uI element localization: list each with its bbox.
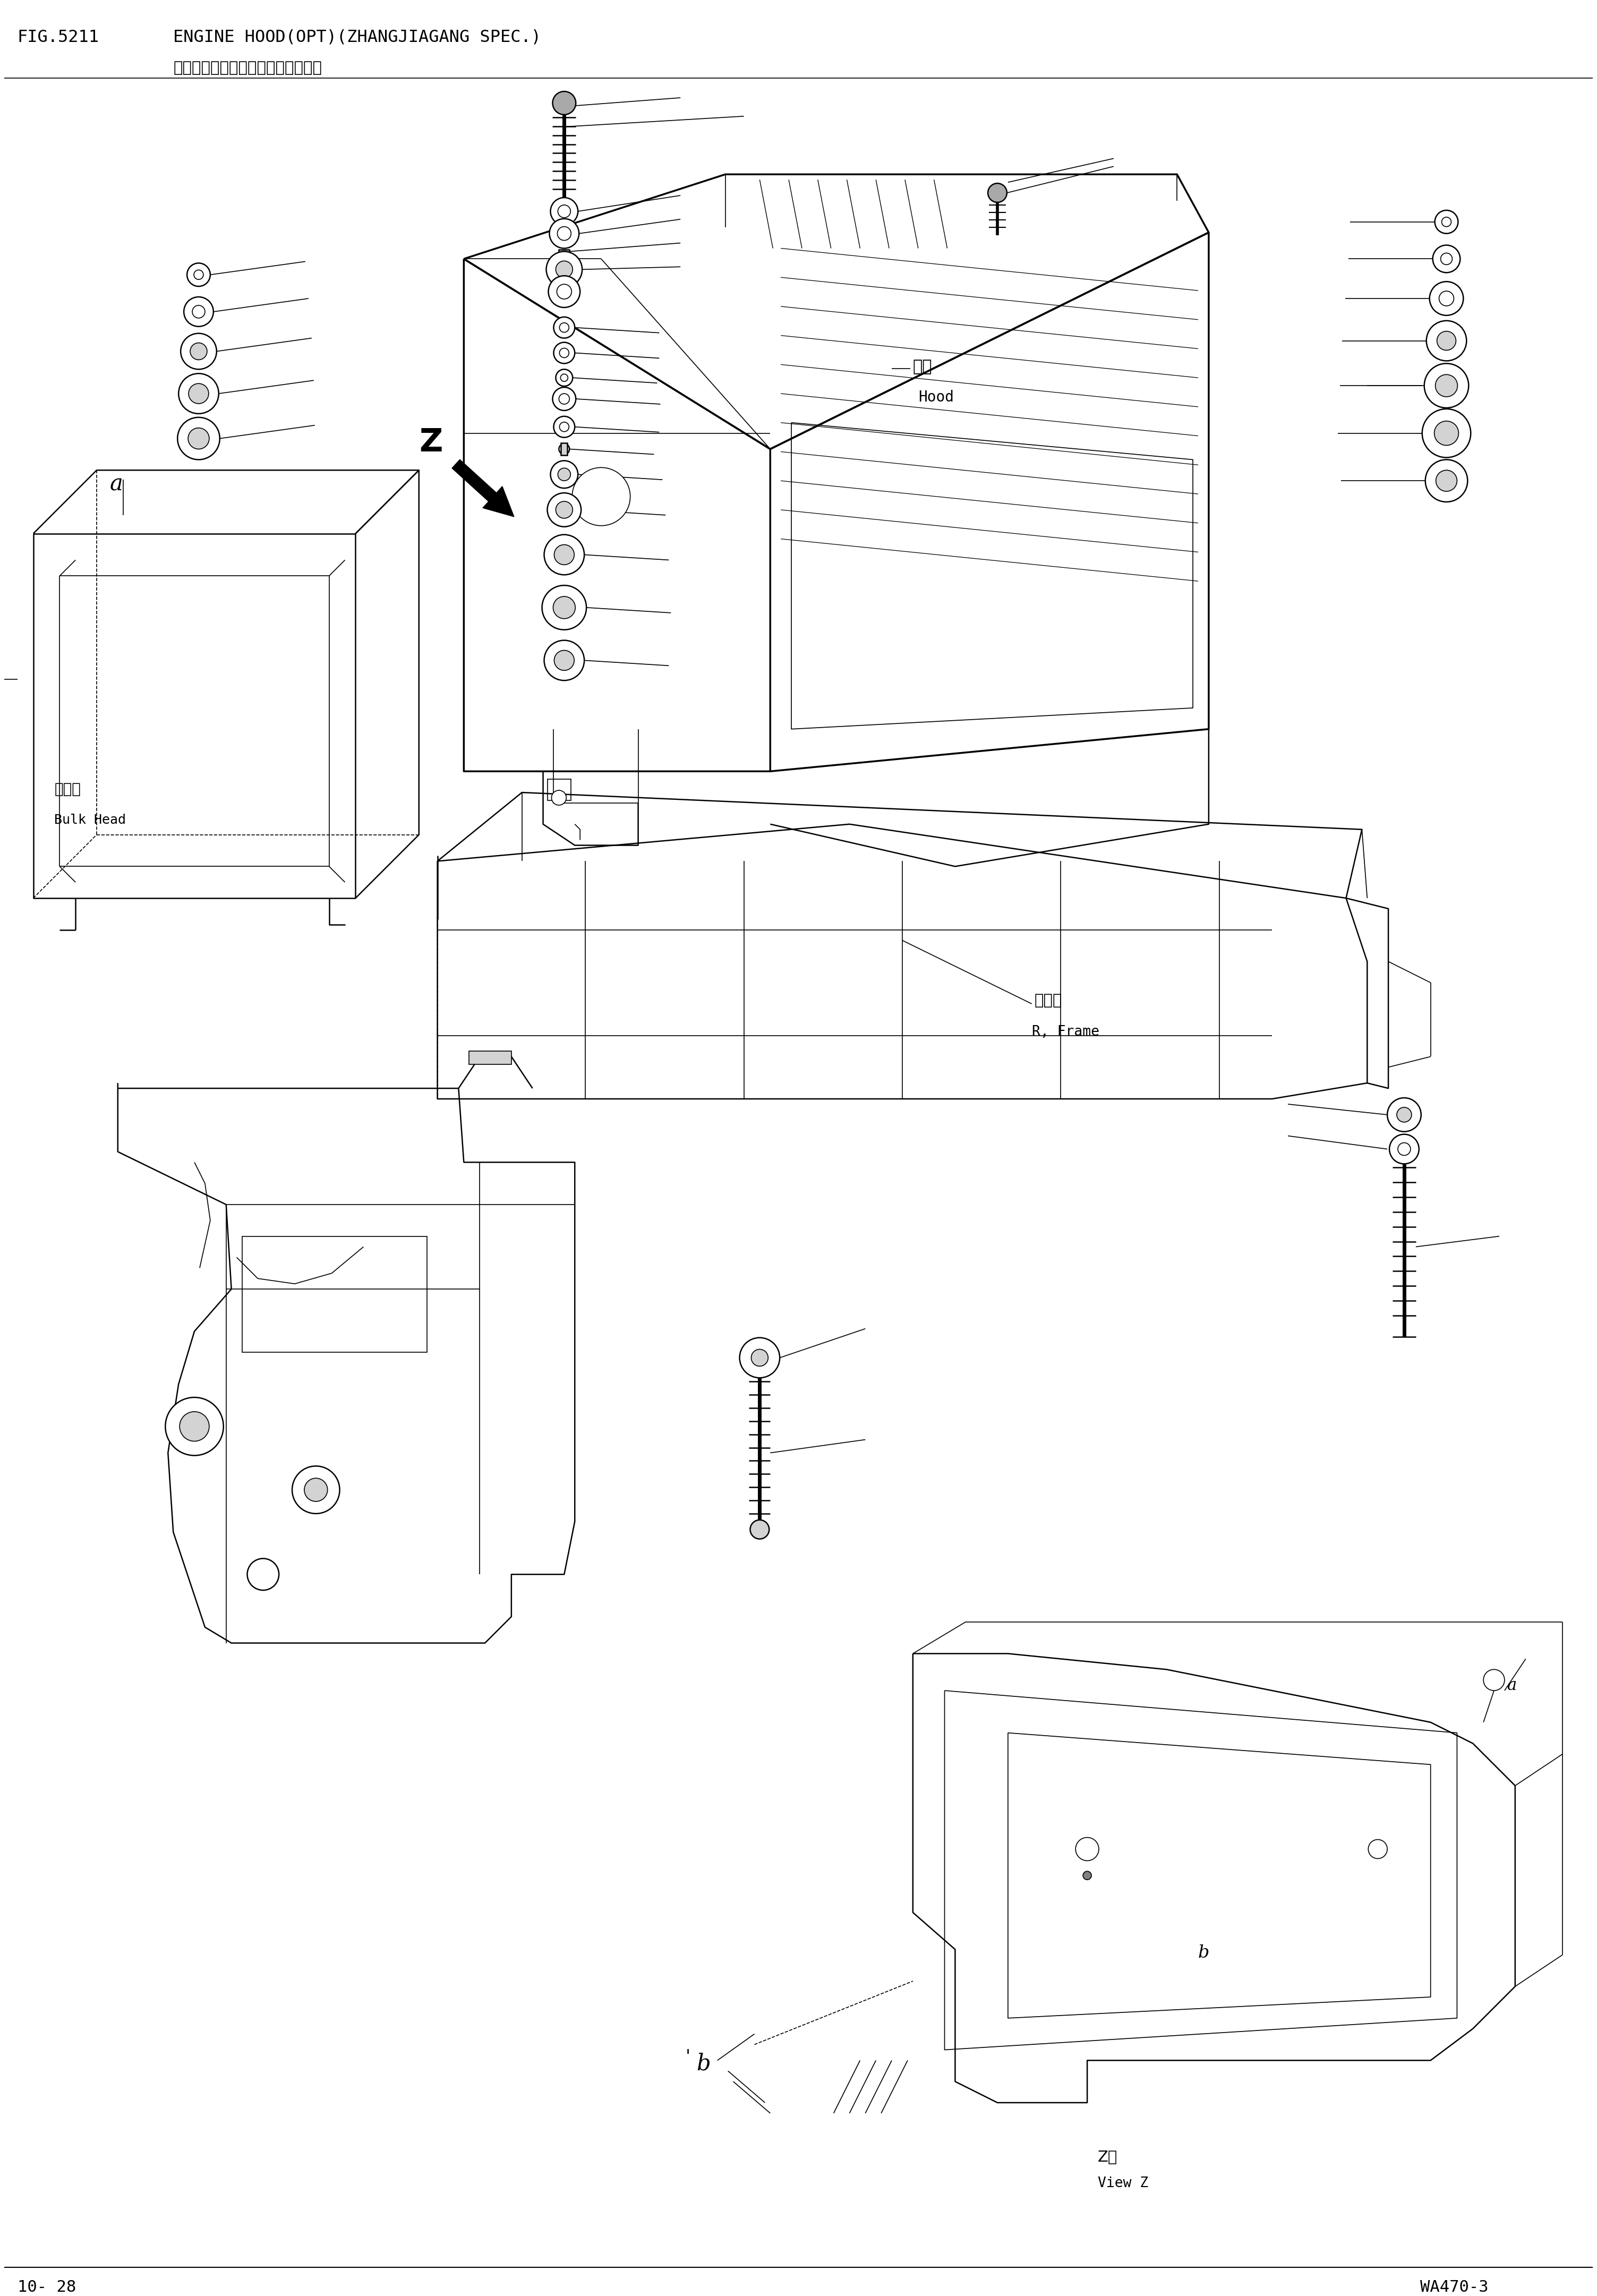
Circle shape <box>545 641 585 680</box>
Text: R, Frame: R, Frame <box>1032 1024 1099 1038</box>
Circle shape <box>179 1412 209 1442</box>
Circle shape <box>1442 218 1452 227</box>
Circle shape <box>190 342 208 360</box>
Circle shape <box>1433 246 1460 273</box>
Circle shape <box>305 1479 327 1502</box>
Circle shape <box>548 494 581 526</box>
Text: WA470-3: WA470-3 <box>1420 2280 1488 2296</box>
Circle shape <box>559 393 570 404</box>
Circle shape <box>1434 211 1458 234</box>
Circle shape <box>556 370 573 386</box>
Circle shape <box>559 422 569 432</box>
Circle shape <box>1425 459 1468 503</box>
Circle shape <box>551 197 578 225</box>
Circle shape <box>292 1467 340 1513</box>
Bar <box>243 1235 426 1352</box>
Circle shape <box>551 790 567 806</box>
Bar <box>559 250 570 259</box>
Circle shape <box>177 418 220 459</box>
Text: 后车架: 后车架 <box>1035 994 1062 1008</box>
Circle shape <box>553 597 575 618</box>
Circle shape <box>1484 1669 1504 1690</box>
Text: Z: Z <box>418 427 442 459</box>
Circle shape <box>554 416 575 439</box>
Bar <box>561 443 567 455</box>
Circle shape <box>1397 1107 1412 1123</box>
Bar <box>548 778 572 801</box>
Circle shape <box>1440 253 1452 264</box>
Circle shape <box>554 544 575 565</box>
Circle shape <box>248 1559 279 1591</box>
FancyArrow shape <box>452 459 514 517</box>
Circle shape <box>554 650 575 670</box>
Circle shape <box>187 264 211 287</box>
Text: ENGINE HOOD(OPT)(ZHANGJIAGANG SPEC.): ENGINE HOOD(OPT)(ZHANGJIAGANG SPEC.) <box>172 30 541 46</box>
Circle shape <box>546 253 583 287</box>
Circle shape <box>572 468 631 526</box>
Circle shape <box>559 324 569 333</box>
Circle shape <box>751 1520 770 1538</box>
Text: FIG.5211: FIG.5211 <box>18 30 99 46</box>
Circle shape <box>553 92 577 115</box>
Text: a: a <box>1508 1678 1517 1694</box>
Circle shape <box>739 1339 779 1378</box>
Circle shape <box>557 285 572 298</box>
Circle shape <box>1436 471 1456 491</box>
Text: 10- 28: 10- 28 <box>18 2280 77 2296</box>
Circle shape <box>551 461 578 489</box>
Circle shape <box>188 383 209 404</box>
Bar <box>470 1052 511 1065</box>
Circle shape <box>541 585 586 629</box>
Circle shape <box>193 271 203 280</box>
Circle shape <box>184 296 214 326</box>
Text: 护罩: 护罩 <box>913 358 933 374</box>
Circle shape <box>545 535 585 574</box>
Circle shape <box>557 227 572 241</box>
Circle shape <box>188 427 209 450</box>
Circle shape <box>1437 331 1456 351</box>
Circle shape <box>557 468 570 480</box>
Text: b: b <box>696 2053 711 2076</box>
Circle shape <box>556 262 573 278</box>
Circle shape <box>1436 374 1458 397</box>
Circle shape <box>549 218 580 248</box>
Circle shape <box>1076 1837 1099 1860</box>
Circle shape <box>1369 1839 1388 1857</box>
Circle shape <box>166 1398 224 1456</box>
Circle shape <box>1429 282 1463 315</box>
Circle shape <box>554 317 575 338</box>
Circle shape <box>1426 321 1466 360</box>
Circle shape <box>1397 1143 1410 1155</box>
Text: Z视: Z视 <box>1097 2151 1118 2165</box>
Circle shape <box>1439 292 1453 305</box>
Circle shape <box>556 501 573 519</box>
Circle shape <box>559 443 570 455</box>
Circle shape <box>1389 1134 1420 1164</box>
Circle shape <box>561 374 569 381</box>
Text: ': ' <box>685 2048 690 2066</box>
Circle shape <box>1425 363 1469 409</box>
Text: 隔离笱: 隔离笱 <box>54 783 81 797</box>
Circle shape <box>1423 409 1471 457</box>
Circle shape <box>751 1350 768 1366</box>
Circle shape <box>179 374 219 413</box>
Circle shape <box>554 342 575 363</box>
Circle shape <box>1434 420 1458 445</box>
Text: 发动机护罩（选装）（张家港仕样）: 发动机护罩（选装）（张家港仕样） <box>172 60 323 76</box>
Circle shape <box>989 184 1008 202</box>
Circle shape <box>559 349 569 358</box>
Text: Hood: Hood <box>918 390 953 404</box>
Text: View Z: View Z <box>1097 2177 1148 2190</box>
Circle shape <box>1083 1871 1091 1880</box>
Circle shape <box>192 305 204 319</box>
Circle shape <box>557 204 570 218</box>
Text: a: a <box>110 473 123 496</box>
Text: b: b <box>1198 1945 1209 1961</box>
Circle shape <box>180 333 217 370</box>
Circle shape <box>553 388 577 411</box>
Circle shape <box>1388 1097 1421 1132</box>
Text: Bulk Head: Bulk Head <box>54 813 126 827</box>
Circle shape <box>548 276 580 308</box>
